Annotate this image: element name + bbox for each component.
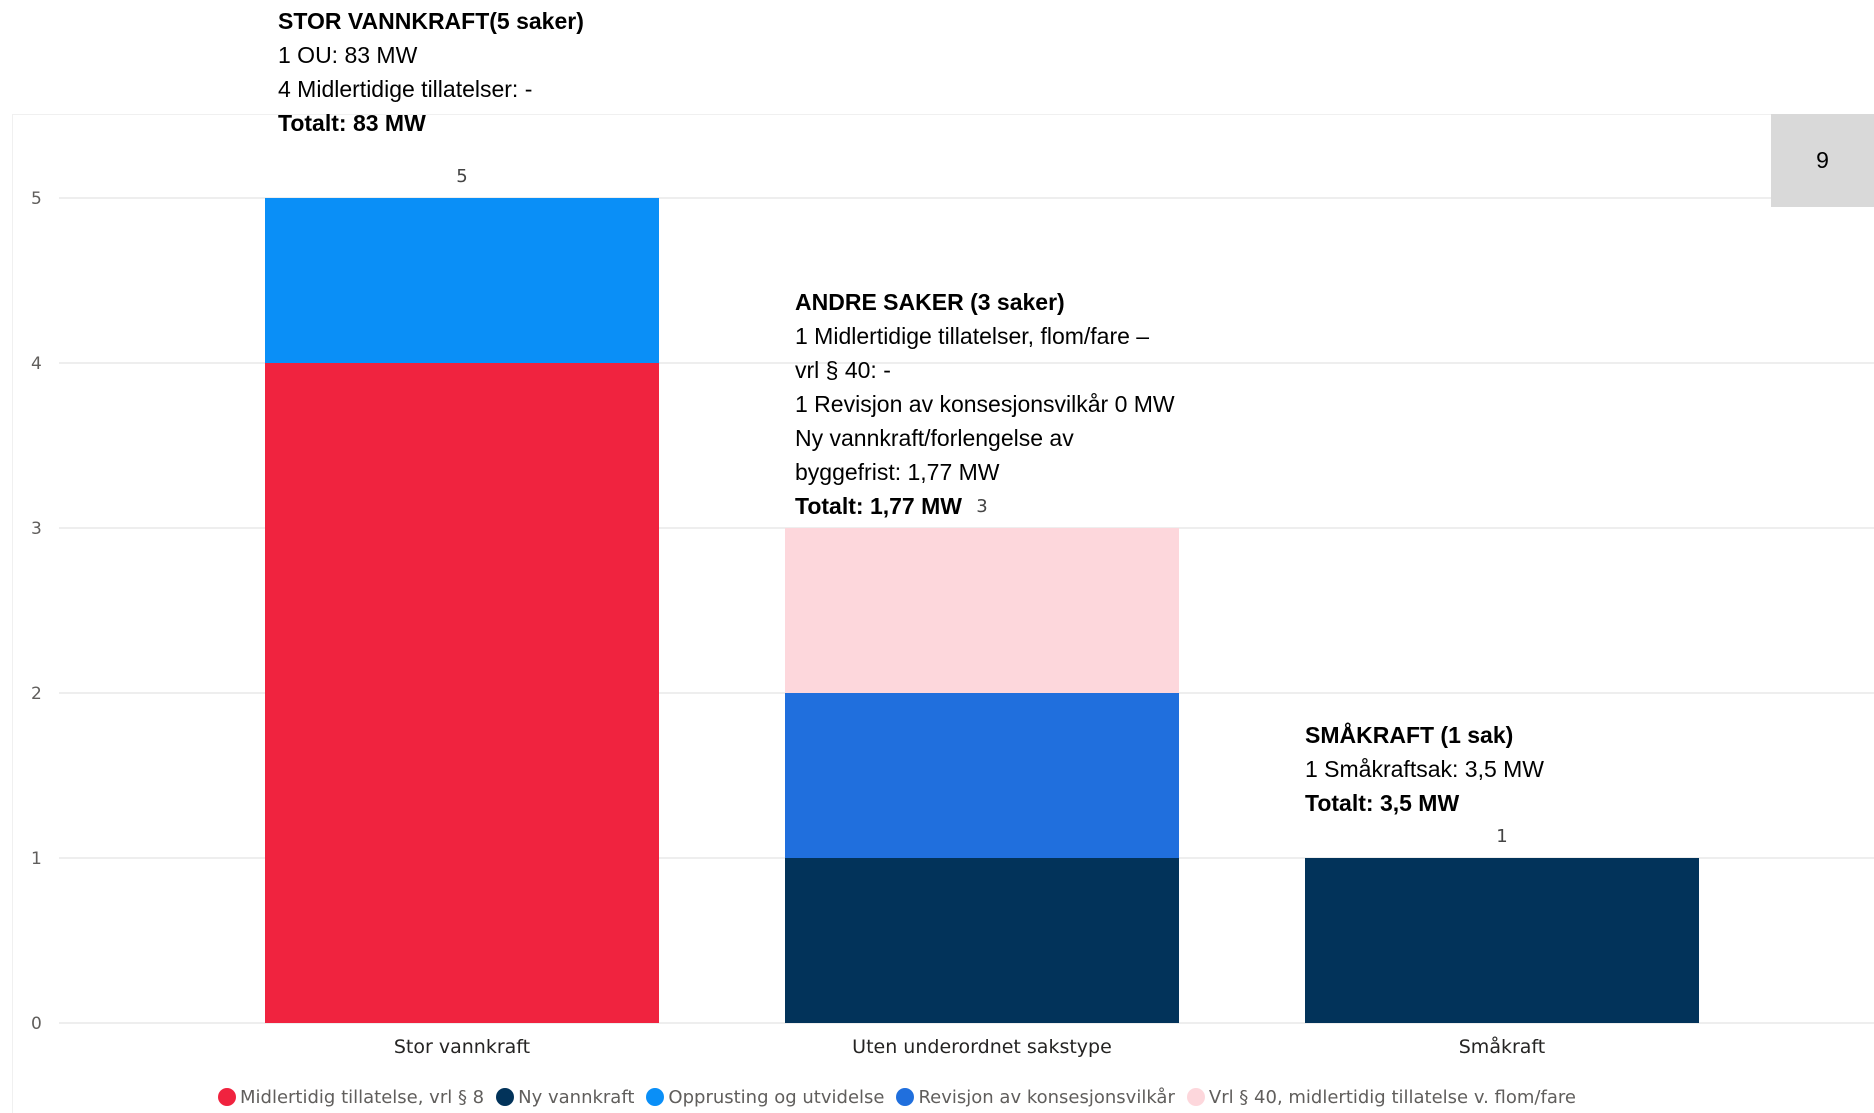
x-axis-categories: Stor vannkraft Uten underordnet sakstype S… [394,1035,1545,1058]
y-tick-label: 1 [31,849,42,869]
annotation-line: 1 Småkraftsak: 3,5 MW [1305,756,1545,782]
annotation-line: Ny vannkraft/forlengelse av [795,425,1074,451]
annotation-title: SMÅKRAFT (1 sak) [1305,722,1514,748]
annotation-total: Totalt: 3,5 MW [1305,790,1460,816]
legend-item[interactable]: Vrl § 40, midlertidig tillatelse v. flom… [1186,1086,1576,1108]
y-axis-ticks: 0 1 2 3 4 5 [31,189,42,1034]
annotation-stor-vannkraft: STOR VANNKRAFT(5 saker) 1 OU: 83 MW 4 Mi… [278,4,584,140]
x-category-label: Stor vannkraft [394,1036,530,1058]
legend-label: Midlertidig tillatelse, vrl § 8 [240,1086,485,1108]
legend-label: Opprusting og utvidelse [668,1086,885,1108]
bar-segment [265,198,659,363]
bar-total-label: 5 [456,166,467,187]
legend-item[interactable]: Ny vannkraft [496,1087,634,1108]
bar-segment [265,363,659,1023]
legend-item[interactable]: Opprusting og utvidelse [646,1087,884,1108]
x-category-label: Småkraft [1459,1035,1545,1058]
bar-segment [785,693,1179,858]
annotation-line: vrl § 40: - [795,357,891,383]
legend-label: Ny vannkraft [518,1086,635,1108]
annotation-smaakraft: SMÅKRAFT (1 sak) 1 Småkraftsak: 3,5 MW T… [1305,718,1544,820]
annotation-title: ANDRE SAKER (3 saker) [795,289,1065,315]
legend-marker-icon [1186,1088,1205,1106]
annotation-line: 1 OU: 83 MW [278,42,418,68]
legend-marker-icon [896,1088,915,1106]
y-tick-label: 0 [31,1014,42,1034]
bar-segment [785,858,1179,1023]
bar-total-label: 1 [1496,826,1507,847]
bar-segment [785,528,1179,693]
bar-total-labels: 5 3 1 [456,166,1507,847]
bar-segment [1305,858,1699,1023]
y-tick-label: 3 [31,519,42,539]
x-category-label: Uten underordnet sakstype [852,1036,1112,1058]
bars [265,198,1699,1023]
legend-marker-icon [218,1088,236,1106]
chart-legend: Midlertidig tillatelse, vrl § 8 Ny vannkr… [218,1082,1588,1112]
bar-total-label: 3 [976,496,987,517]
y-tick-label: 5 [31,189,42,209]
legend-label: Revisjon av konsesjonsvilkår [918,1086,1175,1108]
legend-item[interactable]: Revisjon av konsesjonsvilkår [896,1086,1175,1108]
annotation-total: Totalt: 83 MW [278,110,426,136]
legend-marker-icon [496,1088,515,1106]
legend-item[interactable]: Midlertidig tillatelse, vrl § 8 [218,1087,484,1108]
annotation-line: 4 Midlertidige tillatelser: - [278,76,533,102]
y-tick-label: 2 [31,684,42,704]
chart-panel: 0 1 2 3 4 5 5 3 1 Stor vannkraft Uten underordne… [12,114,1874,1113]
annotation-line: 1 Revisjon av konsesjonsvilkår 0 MW [795,391,1175,417]
legend-marker-icon [646,1088,665,1106]
stacked-bar-chart: 0 1 2 3 4 5 5 3 1 Stor vannkraft Uten underordne… [31,166,1874,1058]
page-number: 9 [1771,114,1874,207]
annotation-andre-saker: ANDRE SAKER (3 saker) 1 Midlertidige til… [795,285,1175,523]
annotation-total: Totalt: 1,77 MW [795,493,962,519]
legend-label: Vrl § 40, midlertidig tillatelse v. flom… [1208,1086,1576,1108]
y-tick-label: 4 [31,354,42,374]
annotation-title: STOR VANNKRAFT(5 saker) [278,8,584,34]
annotation-line: byggefrist: 1,77 MW [795,459,1000,485]
annotation-line: 1 Midlertidige tillatelser, flom/fare – [795,323,1150,349]
